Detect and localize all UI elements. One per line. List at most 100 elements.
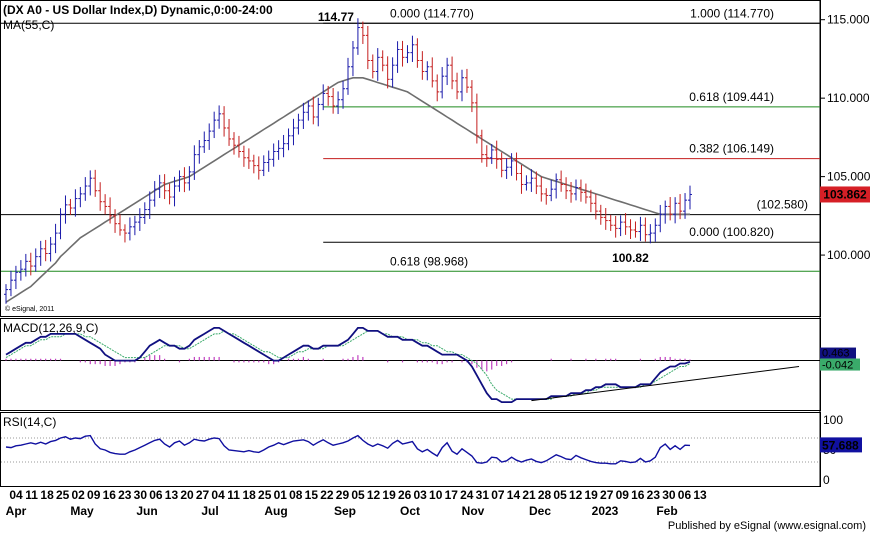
x-tick-label: 04 (211, 488, 225, 502)
ohlc-bar (539, 176, 544, 202)
x-tick-label: 07 (491, 488, 505, 502)
x-tick-label: 17 (445, 488, 459, 502)
x-tick-label: 27 (196, 488, 210, 502)
ohlc-bar (301, 102, 306, 129)
ohlc-bar (489, 144, 494, 164)
ohlc-bar (509, 153, 514, 176)
rsi-label: RSI(14,C) (3, 415, 56, 429)
ohlc-bar (256, 156, 261, 180)
x-tick-label: 23 (647, 488, 661, 502)
ohlc-bar (390, 57, 395, 88)
ohlc-bar (583, 183, 588, 204)
x-tick-label: 04 (9, 488, 23, 502)
x-tick-label: 24 (460, 488, 474, 502)
ohlc-bar (202, 131, 207, 153)
ohlc-bar (484, 145, 489, 167)
ohlc-bar (678, 194, 683, 220)
ohlc-bar (360, 21, 365, 45)
x-tick-label: 23 (118, 488, 132, 502)
ohlc-bar (162, 174, 167, 200)
ohlc-bar (217, 105, 222, 129)
ohlc-bar (355, 18, 360, 55)
x-tick-label: 26 (398, 488, 412, 502)
ohlc-bar (603, 208, 608, 230)
ohlc-bar (450, 56, 455, 90)
x-tick-label: 31 (476, 488, 490, 502)
ohlc-bar (504, 158, 509, 179)
ohlc-bar (370, 54, 375, 79)
ohlc-bar (246, 148, 251, 169)
ohlc-bar (108, 197, 113, 224)
ohlc-bar (683, 193, 688, 219)
x-tick-label: 06 (678, 488, 692, 502)
month-label: Oct (400, 504, 420, 518)
ohlc-bar (524, 175, 529, 191)
level-label: 0.618 (98.968) (390, 254, 468, 268)
rsi-line (5, 434, 691, 465)
ohlc-bar (192, 145, 197, 180)
ohlc-bar (127, 217, 132, 241)
ohlc-bar (241, 145, 246, 167)
ohlc-bar (464, 68, 469, 93)
ohlc-bar (23, 253, 28, 277)
x-tick-label: 19 (382, 488, 396, 502)
ohlc-bar (122, 224, 127, 243)
ohlc-bar (286, 128, 291, 151)
x-tick-label: 21 (522, 488, 536, 502)
month-label: Nov (462, 504, 485, 518)
ohlc-bar (281, 134, 286, 158)
ohlc-bar (559, 170, 564, 192)
x-tick-label: 18 (243, 488, 257, 502)
ohlc-bar (688, 185, 692, 210)
x-tick-label: 09 (87, 488, 101, 502)
level-label: 0.382 (106.149) (689, 142, 774, 156)
ohlc-bar (227, 118, 232, 146)
ohlc-bar (673, 197, 678, 224)
x-tick-label: 30 (662, 488, 676, 502)
month-label: Feb (656, 504, 677, 518)
ohlc-bar (440, 67, 445, 99)
ohlc-bar (653, 218, 658, 242)
macd-value-box (820, 347, 856, 359)
x-tick-label: 08 (289, 488, 303, 502)
ohlc-bar (380, 50, 385, 72)
x-tick-label: 13 (165, 488, 179, 502)
y-tick-label: 115.000 (827, 13, 870, 27)
ohlc-bar (266, 150, 271, 172)
level-label: 0.618 (109.441) (689, 90, 774, 104)
ohlc-bar (182, 167, 187, 193)
ohlc-bar (350, 40, 355, 77)
ohlc-bar (53, 223, 58, 254)
ohlc-bar (544, 188, 549, 205)
x-tick-label: 16 (103, 488, 117, 502)
x-tick-label: 03 (414, 488, 428, 502)
last-price-box (820, 186, 870, 203)
ohlc-bar (405, 45, 410, 64)
ohlc-bar (479, 129, 484, 163)
ohlc-bar (574, 179, 578, 201)
month-label: Aug (264, 504, 287, 518)
ohlc-bar (48, 237, 53, 262)
ohlc-bar (474, 93, 479, 144)
ohlc-bar (564, 177, 569, 200)
ohlc-bar (38, 240, 43, 266)
ohlc-bar (197, 140, 202, 164)
ohlc-bar (494, 140, 499, 169)
ohlc-bar (415, 38, 420, 68)
ohlc-bar (549, 179, 554, 202)
x-tick-label: 01 (274, 488, 288, 502)
ohlc-bar (410, 35, 415, 62)
y-tick-label: 105.000 (827, 170, 871, 184)
ohlc-bar (207, 123, 212, 150)
x-tick-label: 11 (227, 488, 240, 502)
ohlc-bar (311, 96, 316, 125)
x-tick-label: 29 (336, 488, 350, 502)
ohlc-bar (296, 113, 301, 135)
ohlc-bar (435, 74, 440, 102)
x-tick-label: 09 (616, 488, 630, 502)
ohlc-bar (93, 169, 98, 197)
ohlc-bar (608, 214, 613, 231)
level-label: (102.580) (757, 198, 808, 212)
ohlc-bar (236, 135, 241, 158)
macd-value-label: 0.463 (822, 348, 850, 360)
